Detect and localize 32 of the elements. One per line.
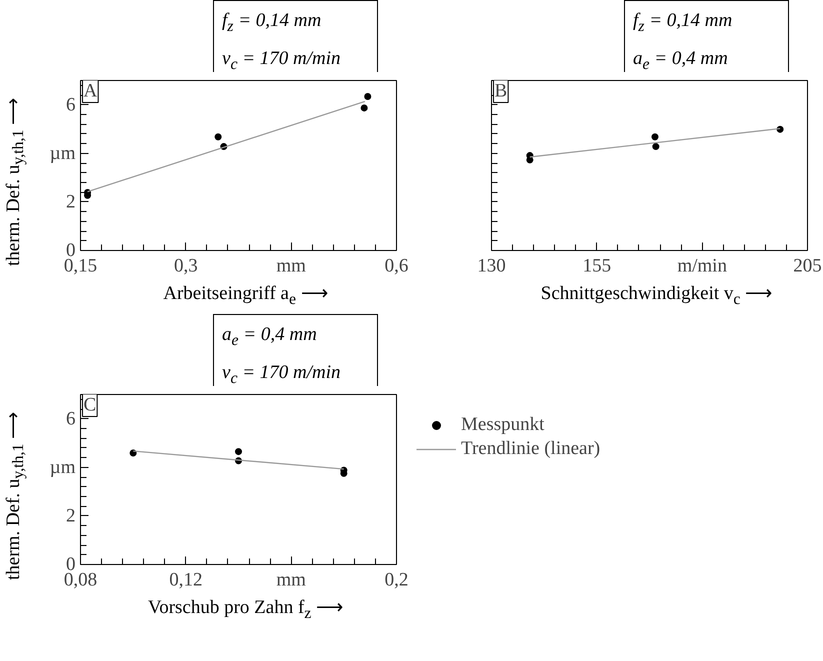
x-tick-label: 0,15 xyxy=(64,256,98,276)
x-tick-label: m/min xyxy=(677,256,728,276)
x-tick-label: 0,2 xyxy=(384,570,408,590)
x-tick-label: 155 xyxy=(582,256,612,276)
y-tick-label: 2 xyxy=(66,191,76,212)
y-tick-label: 6 xyxy=(66,94,76,116)
x-axis-title: Arbeitseingriff a$_{e}$ ⟶ xyxy=(163,282,328,310)
text: v$_{c}$ = 170 m/min xyxy=(222,362,341,387)
text: f$_{z}$ = 0,14 mm xyxy=(633,10,732,35)
y-tick-label: µm xyxy=(50,142,76,164)
x-tick-label: 0,6 xyxy=(384,256,408,276)
y-tick-label: 6 xyxy=(66,408,76,430)
x-tick-label: 205 xyxy=(793,256,822,276)
x-tick-label: mm xyxy=(276,256,306,276)
x-tick-label: 130 xyxy=(477,256,506,276)
x-tick-label: mm xyxy=(276,570,306,590)
annotation: A xyxy=(84,80,98,102)
x-axis-title: Vorschub pro Zahn f$_{z}$ ⟶ xyxy=(148,596,344,624)
text: v$_{c}$ = 170 m/min xyxy=(222,48,341,73)
annotation: C xyxy=(84,394,96,416)
x-tick-label: 0,12 xyxy=(169,570,202,590)
legend-label: Trendlinie (linear) xyxy=(461,438,600,460)
text: f$_{z}$ = 0,14 mm xyxy=(222,10,322,35)
y-tick-label: µm xyxy=(50,456,76,478)
legend-label: Messpunkt xyxy=(461,414,544,436)
x-tick-label: 0,3 xyxy=(174,256,198,276)
annotation: B xyxy=(494,80,508,102)
y-tick-label: 2 xyxy=(66,505,76,526)
text: a$_{e}$ = 0,4 mm xyxy=(633,48,728,73)
text: a$_{e}$ = 0,4 mm xyxy=(222,324,317,349)
x-axis-title: Schnittgeschwindigkeit v$_{c}$ ⟶ xyxy=(540,282,772,310)
x-tick-label: 0,08 xyxy=(64,570,98,590)
